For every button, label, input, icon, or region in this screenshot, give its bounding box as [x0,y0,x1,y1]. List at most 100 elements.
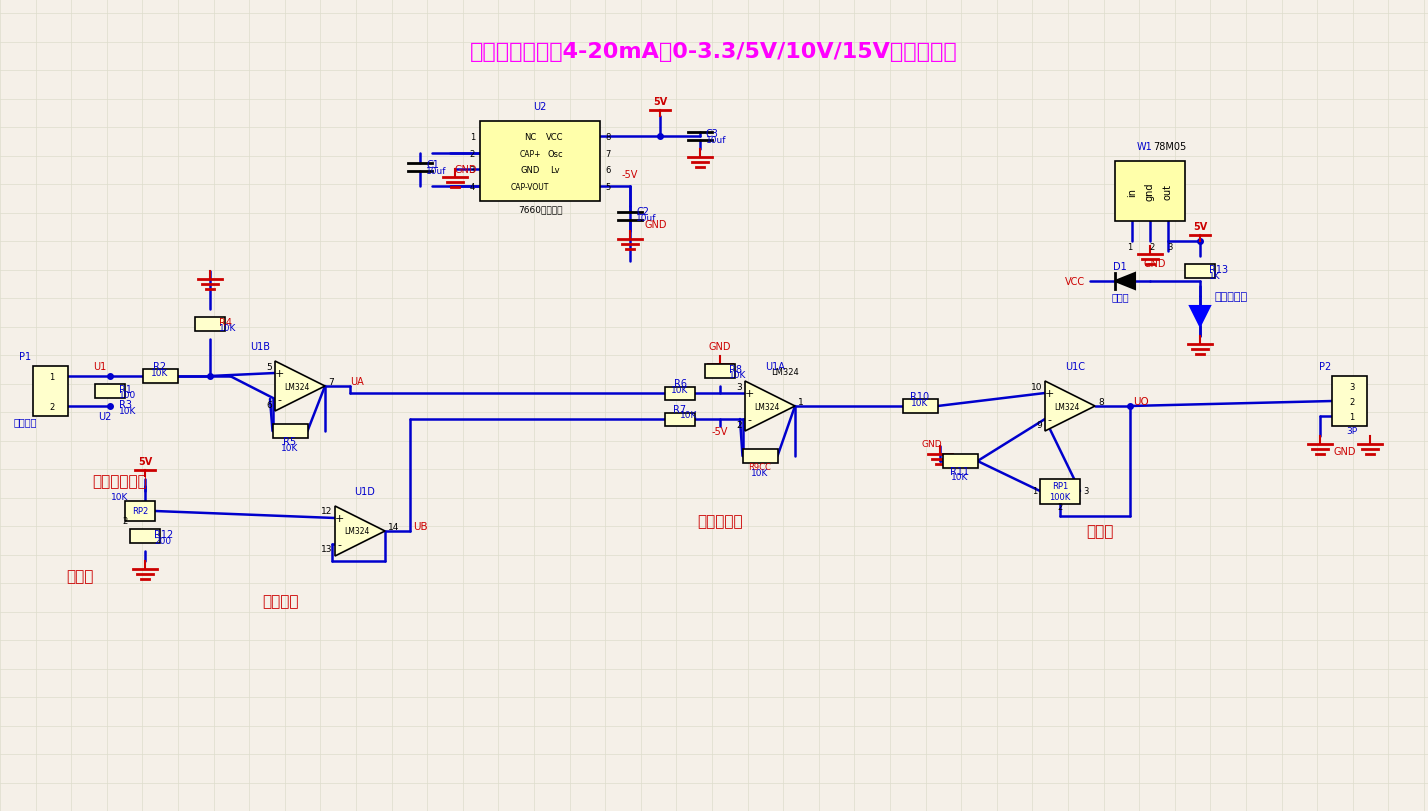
Text: 10K: 10K [281,443,298,452]
Text: 2: 2 [1349,397,1355,406]
Text: D1: D1 [1112,262,1127,272]
Text: 200: 200 [154,536,171,545]
Text: C2: C2 [635,207,648,217]
Text: RP2: RP2 [131,507,149,516]
Text: out: out [1162,184,1172,200]
Text: 4: 4 [470,182,476,191]
Text: C3: C3 [705,129,718,139]
Text: LM324: LM324 [284,382,310,391]
Text: 7: 7 [605,149,610,158]
Text: Osc: Osc [547,149,563,158]
Text: R8: R8 [730,365,743,375]
Bar [942,454,978,469]
Text: LM324: LM324 [1054,402,1080,411]
Text: 调零点: 调零点 [66,569,94,584]
Text: 2: 2 [50,402,54,411]
Text: 10K: 10K [730,371,747,380]
Text: R13: R13 [1210,264,1228,275]
Text: +: + [334,513,344,523]
Text: P1: P1 [19,351,31,362]
Text: R9CC: R9CC [748,462,771,471]
Text: 1: 1 [50,372,54,381]
Polygon shape [276,362,326,411]
Text: U1: U1 [93,362,107,371]
Bar [480,122,600,202]
Text: 发光二级管: 发光二级管 [1215,292,1248,302]
Text: 1: 1 [798,397,804,406]
Text: 2: 2 [1150,242,1155,251]
Text: 电压跟随: 电压跟随 [261,594,298,609]
Text: 10K: 10K [671,385,688,394]
Text: 1K: 1K [1210,271,1221,280]
Text: 5V: 5V [1192,221,1207,232]
Text: -: - [747,414,751,424]
Text: 1: 1 [1127,242,1132,251]
Text: GND: GND [921,439,942,448]
Bar [665,413,695,426]
Polygon shape [745,381,795,431]
Bar [33,367,67,417]
Polygon shape [1045,381,1095,431]
Bar [665,387,695,400]
Text: U2: U2 [99,411,111,422]
Text: U1C: U1C [1065,362,1085,371]
Text: 10K: 10K [680,411,697,420]
Bar [196,317,226,331]
Bar [1332,376,1368,427]
Text: Lv: Lv [550,165,560,174]
Text: R2: R2 [153,362,167,371]
Text: -: - [1047,414,1051,424]
Text: UA: UA [350,376,364,387]
Bar [126,501,156,521]
Text: 2: 2 [123,517,127,526]
Text: 5V: 5V [653,97,667,107]
Text: 10uf: 10uf [705,135,727,144]
Text: GND: GND [1144,259,1167,268]
Text: 5: 5 [266,362,271,371]
Bar [1185,264,1215,279]
Text: UB: UB [413,521,427,531]
Text: 电流检测放大: 电流检测放大 [93,474,147,489]
Text: LM324: LM324 [344,527,370,536]
Polygon shape [1190,307,1210,327]
Text: 10K: 10K [911,398,928,407]
Text: U1B: U1B [250,341,270,351]
Text: -: - [337,539,341,549]
Text: 3P: 3P [1347,427,1358,436]
Bar [96,384,126,398]
Text: R11: R11 [951,466,970,476]
Bar [1040,479,1080,504]
Text: 10K: 10K [951,473,968,482]
Bar [273,424,307,439]
Bar [130,530,160,543]
Text: 5V: 5V [139,457,153,466]
Text: 差分放大器: 差分放大器 [697,514,743,529]
Polygon shape [1115,273,1135,290]
Bar [705,365,735,379]
Text: 2: 2 [1057,502,1062,511]
Text: -: - [277,394,281,405]
Bar [143,370,177,384]
Text: 10: 10 [1031,382,1042,391]
Text: 调量程: 调量程 [1087,524,1114,539]
Text: LM324: LM324 [771,367,798,376]
Text: CAP-VOUT: CAP-VOUT [511,182,550,191]
Text: R4: R4 [218,317,231,327]
Text: 1: 1 [1349,412,1355,421]
Text: in: in [1127,187,1137,196]
Text: -5V: -5V [621,169,638,180]
Text: 13: 13 [320,545,331,554]
Text: 7660负压产生: 7660负压产生 [518,205,563,214]
Text: 10K: 10K [119,406,137,415]
Text: NC: NC [524,132,536,141]
Text: GND: GND [1334,446,1357,457]
Text: R10: R10 [911,392,930,401]
Text: LM324: LM324 [754,402,780,411]
Text: UO: UO [1132,397,1148,406]
Text: GND: GND [520,165,540,174]
Text: 2: 2 [470,149,476,158]
Text: 10K: 10K [751,468,768,477]
Text: 3: 3 [470,165,476,174]
Text: +: + [1044,388,1054,398]
Text: VCC: VCC [547,132,564,141]
